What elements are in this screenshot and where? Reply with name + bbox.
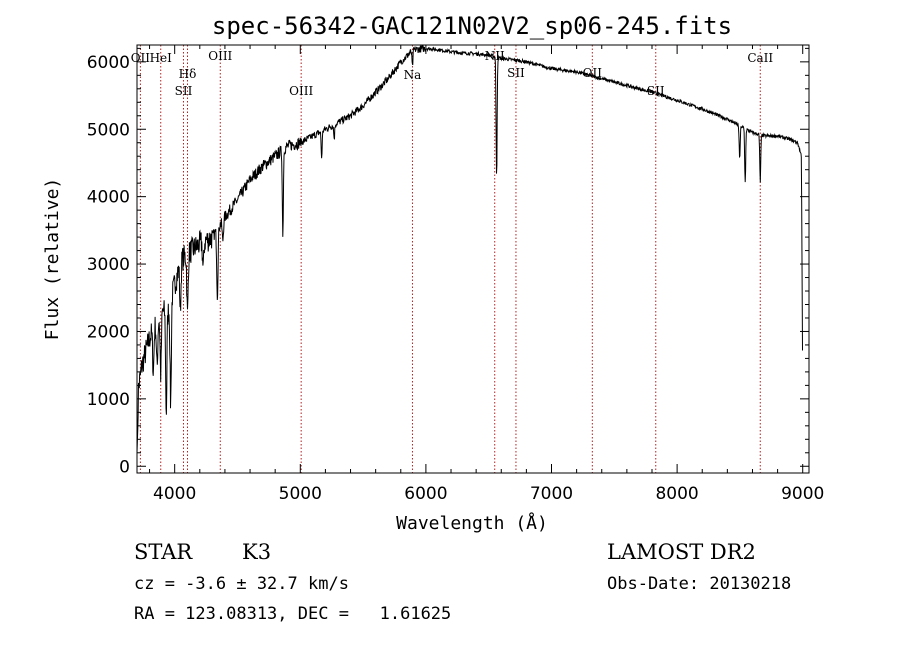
x-tick-label: 9000 bbox=[781, 484, 824, 504]
chart-title: spec-56342-GAC121N02V2_sp06-245.fits bbox=[212, 12, 732, 40]
survey-name: LAMOST DR2 bbox=[607, 540, 756, 564]
marker-lines bbox=[139, 45, 761, 473]
x-tick-label: 8000 bbox=[655, 484, 698, 504]
object-class: STAR bbox=[134, 540, 193, 564]
line-marker-label: OIII bbox=[208, 49, 232, 63]
y-tick-label: 1000 bbox=[87, 390, 130, 410]
x-axis: 4000 5000 6000 7000 8000 9000 bbox=[149, 45, 824, 504]
line-marker-label: SII bbox=[175, 84, 193, 98]
line-marker-label: OIII bbox=[289, 84, 313, 98]
line-marker-label: HeI bbox=[150, 51, 173, 65]
x-tick-label: 5000 bbox=[279, 484, 322, 504]
y-tick-label: 3000 bbox=[87, 255, 130, 275]
line-marker-label: OII bbox=[131, 51, 151, 65]
x-tick-label: 6000 bbox=[404, 484, 447, 504]
object-subclass: K3 bbox=[242, 540, 272, 564]
y-tick-label: 0 bbox=[119, 457, 130, 477]
obs-date: Obs-Date: 20130218 bbox=[607, 574, 792, 594]
x-tick-label: 7000 bbox=[530, 484, 573, 504]
y-axis-label: Flux (relative) bbox=[42, 178, 63, 341]
line-marker-label: SII bbox=[507, 66, 525, 80]
x-tick-label: 4000 bbox=[153, 484, 196, 504]
line-marker-label: CaII bbox=[747, 51, 773, 65]
y-tick-label: 5000 bbox=[87, 120, 130, 140]
y-tick-label: 2000 bbox=[87, 322, 130, 342]
y-tick-label: 4000 bbox=[87, 188, 130, 208]
spectrum-chart: spec-56342-GAC121N02V2_sp06-245.fits OII… bbox=[42, 12, 824, 534]
line-marker-label: Na bbox=[404, 68, 422, 82]
coordinates: RA = 123.08313, DEC = 1.61625 bbox=[134, 604, 452, 624]
spectrum-line bbox=[136, 45, 803, 453]
y-tick-label: 6000 bbox=[87, 53, 130, 73]
redshift-value: cz = -3.6 ± 32.7 km/s bbox=[134, 574, 349, 594]
x-axis-label: Wavelength (Å) bbox=[396, 512, 548, 534]
line-marker-label: OII bbox=[583, 66, 603, 80]
line-marker-label: Hδ bbox=[179, 67, 197, 81]
plot-frame bbox=[136, 44, 810, 474]
y-axis: 0 1000 2000 3000 4000 5000 6000 bbox=[87, 47, 809, 477]
